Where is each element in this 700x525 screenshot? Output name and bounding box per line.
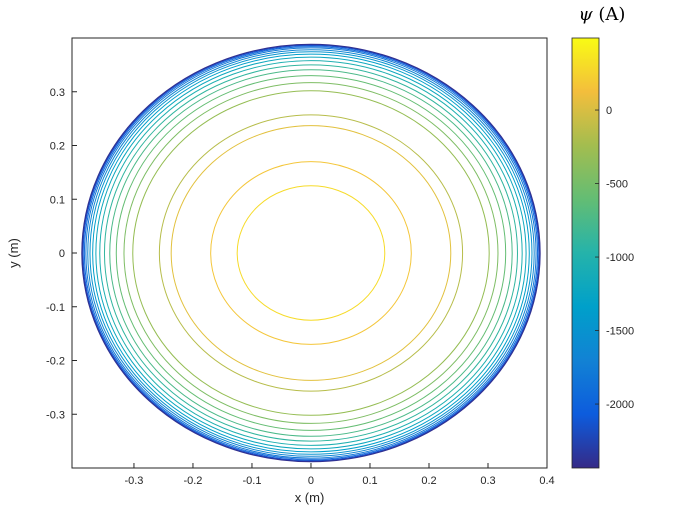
colorbar-tick-label: -2000	[606, 399, 634, 411]
contour-level--600	[115, 75, 507, 431]
colorbar-tick-label: -1500	[606, 326, 634, 338]
colorbar-title: ψ (A)	[552, 4, 652, 25]
contour-level-300	[236, 185, 386, 321]
contour-level--2400	[81, 43, 541, 463]
contour-level-0	[170, 125, 452, 381]
contour-level--750	[109, 69, 513, 437]
x-axis-label: x (m)	[294, 490, 325, 505]
axes: -0.3 -0.2 -0.1 0 0.1 0.2 0.3 0.4 -0.3 -0.2 -0.1 0 0.…	[46, 37, 555, 487]
colorbar: 0 -500 -1000 -1500 -2000	[571, 37, 634, 469]
tick-label: -0.1	[242, 475, 261, 487]
contour-level-150	[210, 161, 412, 345]
contour-level--1500	[89, 51, 533, 455]
contour-lines	[81, 43, 541, 463]
colorbar-gradient	[571, 37, 600, 469]
tick-label: -0.1	[46, 302, 65, 314]
colorbar-tick-label: -500	[606, 179, 628, 191]
tick-label: 0.3	[480, 475, 495, 487]
tick-label: 0.4	[539, 475, 554, 487]
contour-level--150	[158, 114, 464, 392]
tick-label: 0.1	[362, 475, 377, 487]
tick-label: 0.3	[50, 87, 65, 99]
y-axis-label: y (m)	[6, 238, 21, 268]
contour-level--900	[103, 64, 518, 442]
tick-label: -0.3	[46, 409, 65, 421]
psi-symbol: ψ	[578, 4, 593, 25]
tick-label: 0.2	[50, 141, 65, 153]
colorbar-tick-label: 0	[606, 105, 612, 117]
contour-level--300	[132, 90, 490, 416]
tick-label: -0.2	[183, 475, 202, 487]
axes-box	[71, 37, 548, 469]
colorbar-tick-label: -1000	[606, 252, 634, 264]
contour-level--1650	[87, 49, 535, 457]
tick-label: -0.2	[46, 356, 65, 368]
tick-label: 0.2	[421, 475, 436, 487]
tick-label: 0	[59, 248, 65, 260]
contour-level--1950	[83, 46, 539, 460]
tick-label: 0	[308, 475, 314, 487]
tick-label: 0.1	[50, 194, 65, 206]
contour-level--1350	[92, 53, 530, 453]
contour-level--1800	[85, 47, 537, 459]
tick-label: -0.3	[124, 475, 143, 487]
contour-level--450	[123, 82, 499, 424]
colorbar-unit: (A)	[592, 4, 626, 25]
contour-level--1050	[99, 60, 523, 446]
contour-level--2100	[82, 45, 540, 461]
contour-level--1200	[95, 56, 527, 450]
